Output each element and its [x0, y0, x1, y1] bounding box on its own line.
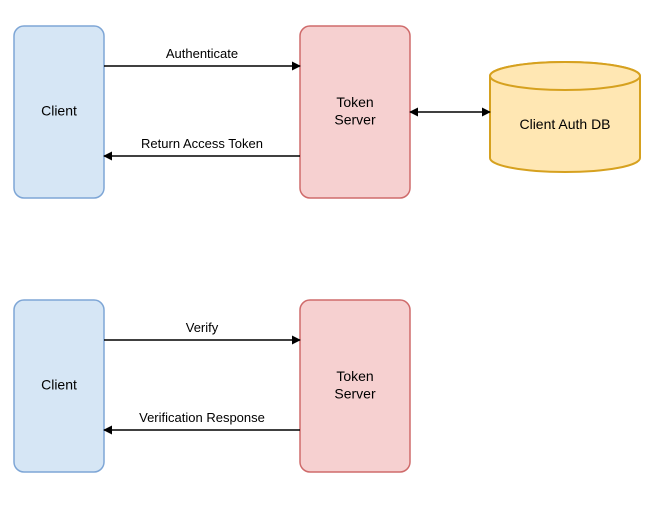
node-label: Client Auth DB [519, 116, 610, 132]
edge-label: Verify [186, 320, 219, 335]
node-server_top: TokenServer [300, 26, 410, 198]
edge-auth: Authenticate [104, 46, 300, 66]
node-server_bot: TokenServer [300, 300, 410, 472]
edge-label: Verification Response [139, 410, 265, 425]
node-db: Client Auth DB [490, 62, 640, 172]
node-label: Token [336, 94, 373, 110]
edge-label: Authenticate [166, 46, 238, 61]
node-label: Server [334, 385, 376, 401]
node-client_top: Client [14, 26, 104, 198]
node-label: Client [41, 377, 77, 393]
edge-return-token: Return Access Token [104, 136, 300, 156]
node-label: Server [334, 111, 376, 127]
edge-verify: Verify [104, 320, 300, 340]
node-client_bot: Client [14, 300, 104, 472]
edge-label: Return Access Token [141, 136, 263, 151]
node-label: Client [41, 103, 77, 119]
edge-verify-resp: Verification Response [104, 410, 300, 430]
node-label: Token [336, 368, 373, 384]
